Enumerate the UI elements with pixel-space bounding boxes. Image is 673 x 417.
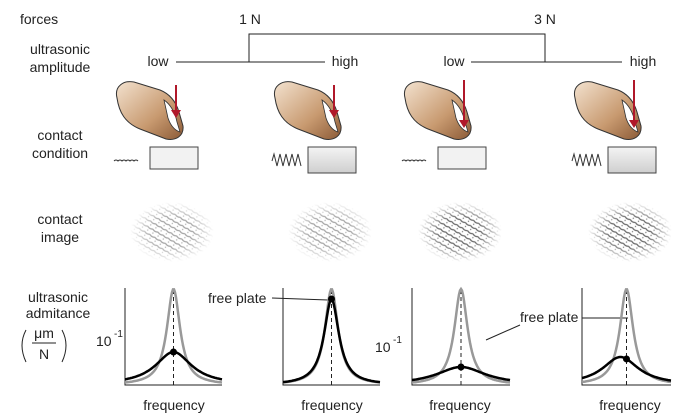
arrow-head — [171, 110, 181, 118]
spring — [271, 152, 302, 167]
contact-image — [288, 202, 372, 262]
contact-image — [588, 202, 672, 262]
spring — [571, 152, 602, 167]
block — [607, 146, 657, 174]
operating-point — [623, 355, 630, 363]
row-label: ultrasonic — [28, 289, 88, 305]
finger — [113, 81, 199, 170]
row-label: contact — [37, 127, 82, 143]
amplitude-label: low — [443, 53, 465, 69]
spring — [113, 159, 139, 162]
operating-point — [170, 348, 177, 356]
unit: μm — [34, 325, 54, 341]
scale-label: 10 — [96, 333, 112, 349]
x-label: frequency — [429, 397, 490, 413]
leader-line — [485, 324, 521, 341]
operating-point — [457, 363, 465, 371]
scale-label: -1 — [114, 329, 123, 340]
axes — [411, 288, 510, 386]
row-label: image — [41, 229, 79, 245]
finger — [401, 80, 487, 170]
fingerprint — [288, 202, 372, 262]
scale-label: -1 — [393, 335, 402, 346]
axes — [282, 288, 380, 386]
force-label: 1 N — [239, 11, 261, 27]
fingerprint — [588, 202, 672, 262]
finger-shape — [115, 81, 184, 140]
axes — [124, 288, 222, 386]
scale-label: 10 — [375, 339, 391, 355]
fingerprint — [418, 202, 502, 262]
row-label: forces — [20, 11, 58, 27]
block — [437, 146, 487, 170]
row-label: amplitude — [30, 59, 91, 75]
amplitude-label: high — [630, 53, 656, 69]
parenthesis — [21, 329, 67, 363]
unit: N — [39, 346, 49, 362]
finger — [271, 81, 357, 174]
finger-shape — [273, 81, 342, 140]
operating-point — [328, 295, 335, 303]
arrow-head — [459, 120, 469, 128]
free-plate-curve — [124, 288, 223, 384]
annotation: free plate — [520, 309, 579, 325]
free-plate-curve — [411, 286, 511, 384]
finger-shape — [573, 81, 642, 140]
x-label: frequency — [143, 397, 204, 413]
axes — [581, 288, 671, 386]
spring — [401, 159, 427, 162]
leader-line — [271, 297, 329, 301]
arrow-head — [629, 120, 639, 128]
arrow-head — [329, 110, 339, 118]
row-label: condition — [32, 145, 88, 161]
row-label: admitance — [26, 305, 91, 321]
nail — [163, 99, 181, 133]
finger-shape — [403, 81, 472, 140]
block — [149, 146, 199, 170]
contact-image — [418, 202, 502, 262]
amplitude-label: high — [332, 53, 358, 69]
annotation: free plate — [208, 290, 267, 306]
bracket — [248, 33, 546, 62]
amplitude-label: low — [147, 53, 169, 69]
contact-image — [130, 202, 214, 262]
x-label: frequency — [301, 397, 362, 413]
row-label: ultrasonic — [30, 41, 90, 57]
finger — [571, 80, 657, 174]
block — [307, 146, 357, 174]
row-label: contact — [37, 211, 82, 227]
fingerprint — [130, 202, 214, 262]
x-label: frequency — [599, 397, 660, 413]
force-label: 3 N — [534, 11, 556, 27]
nail — [321, 99, 339, 133]
